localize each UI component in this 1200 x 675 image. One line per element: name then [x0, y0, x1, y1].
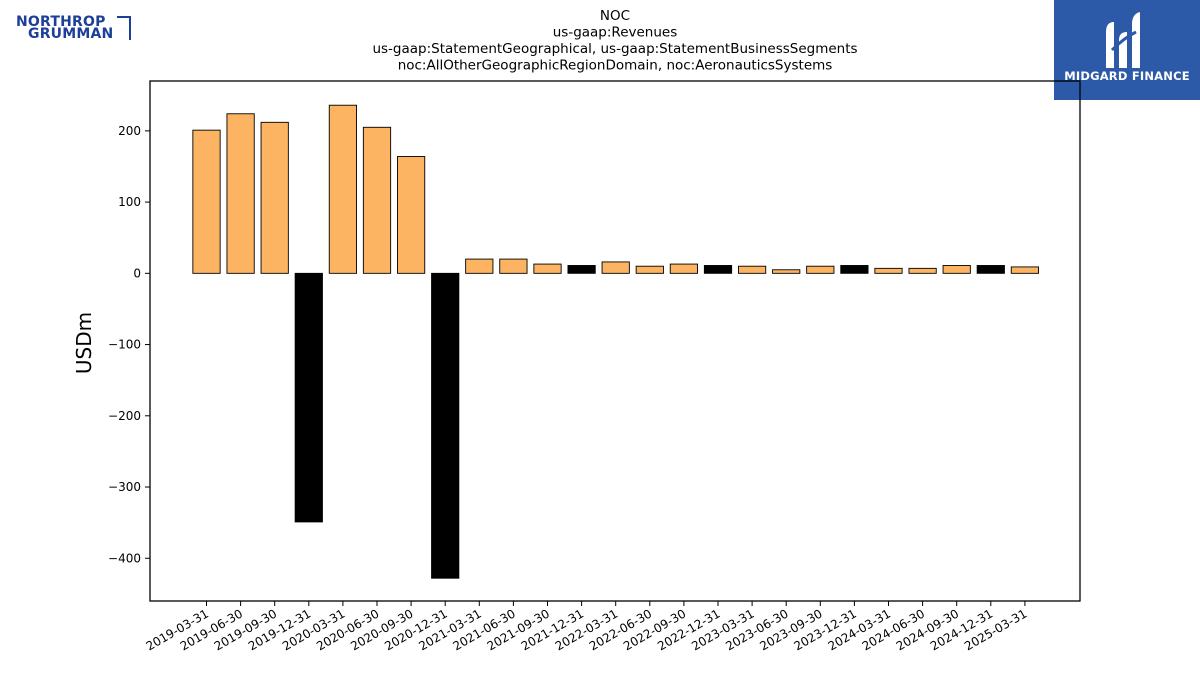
bar — [874, 267, 903, 274]
bar — [465, 258, 494, 274]
logo-text-line1: NORTHROP — [16, 14, 106, 30]
chart-title-line: us-gaap:Revenues — [553, 25, 678, 41]
bar — [192, 129, 221, 274]
logo-bracket-icon — [117, 16, 131, 40]
bar — [601, 261, 630, 274]
bar — [362, 126, 392, 274]
bar — [567, 265, 596, 274]
bar — [703, 265, 733, 274]
bar — [976, 265, 1005, 274]
y-tick-label: 200 — [118, 124, 141, 138]
y-axis-label: USDm — [72, 312, 96, 374]
x-axis: 2019-03-312019-06-302019-09-302019-12-31… — [144, 601, 1029, 653]
northrop-grumman-logo: NORTHROP GRUMMAN — [14, 14, 134, 44]
chart-title-line: NOC — [600, 8, 630, 24]
midgard-mark-icon — [1106, 12, 1140, 68]
y-tick-label: −400 — [108, 551, 141, 565]
chart-title-line: noc:AllOtherGeographicRegionDomain, noc:… — [398, 58, 833, 74]
y-tick-label: −100 — [108, 338, 141, 352]
bar — [738, 265, 767, 274]
bar — [635, 265, 664, 274]
logo-text-line2: GRUMMAN — [28, 26, 114, 42]
midgard-brand-text: MIDGARD FINANCE — [1064, 69, 1190, 83]
bar — [499, 258, 528, 274]
bar — [1010, 266, 1039, 274]
y-axis: −400 −300 −200 −100 0 100 200 — [108, 124, 150, 565]
bars-group — [192, 104, 1039, 579]
bar — [397, 156, 426, 274]
y-tick-label: 100 — [118, 195, 141, 209]
bar — [328, 104, 357, 274]
bar — [942, 265, 971, 274]
bar — [431, 272, 460, 579]
y-tick-label: −200 — [108, 409, 141, 423]
bar — [260, 121, 289, 274]
bar — [806, 265, 835, 274]
bar — [772, 269, 801, 274]
bar — [533, 263, 562, 274]
y-tick-label: −300 — [108, 480, 141, 494]
bar — [840, 265, 869, 274]
plot-frame — [149, 80, 1081, 602]
y-tick-label: 0 — [133, 266, 141, 280]
bar — [908, 267, 937, 274]
bar — [294, 272, 323, 523]
bar — [226, 113, 255, 274]
bar — [669, 263, 698, 274]
midgard-finance-logo: MIDGARD FINANCE — [1054, 0, 1200, 100]
chart-title: NOCus-gaap:Revenuesus-gaap:StatementGeog… — [372, 8, 857, 74]
chart-title-line: us-gaap:StatementGeographical, us-gaap:S… — [372, 41, 857, 57]
